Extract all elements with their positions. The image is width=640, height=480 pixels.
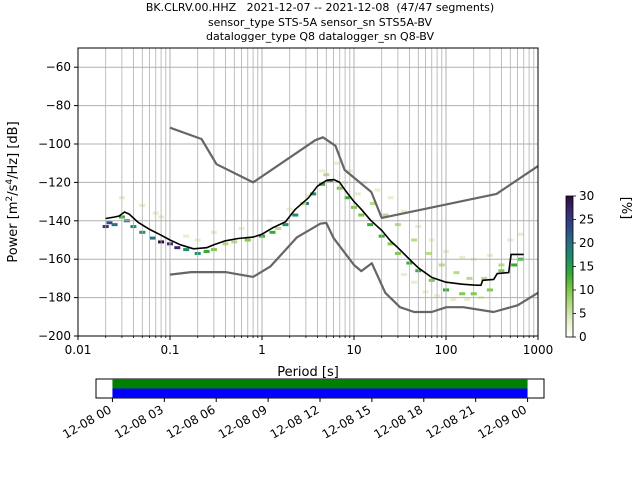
density-cell bbox=[382, 213, 389, 217]
x-tick-label: 0.01 bbox=[65, 343, 92, 357]
density-cell bbox=[517, 232, 524, 236]
timeline-tick-label: 12-08 21 bbox=[423, 402, 477, 441]
density-cell bbox=[453, 271, 460, 275]
density-cell bbox=[292, 213, 299, 217]
y-tick-label: −160 bbox=[38, 252, 71, 266]
colorbar-ticks: 0 5 10 15 20 25 30 bbox=[573, 189, 594, 344]
density-cell bbox=[459, 255, 466, 259]
density-cell bbox=[374, 188, 381, 192]
colorbar-tick-label: 0 bbox=[579, 330, 587, 344]
density-cell bbox=[149, 236, 156, 240]
density-cell bbox=[344, 196, 351, 200]
mode-line bbox=[105, 178, 524, 287]
colorbar-tick-label: 30 bbox=[579, 189, 594, 203]
x-axis-label: Period [s] bbox=[277, 365, 339, 380]
density-cell bbox=[319, 169, 326, 173]
plot-frame bbox=[77, 47, 539, 337]
noise-model-low-line bbox=[169, 221, 539, 314]
y-tick-label: −100 bbox=[38, 137, 71, 151]
timeline-tick-label: 12-08 06 bbox=[164, 402, 218, 441]
density-cell bbox=[183, 248, 190, 252]
series-lines bbox=[105, 126, 539, 314]
density-cell bbox=[111, 223, 118, 227]
density-cell bbox=[481, 276, 488, 280]
timeline-tick-label: 12-08 15 bbox=[320, 402, 374, 441]
density-cell bbox=[275, 226, 282, 230]
grid-lines bbox=[77, 48, 538, 337]
timeline-tick-label: 12-08 12 bbox=[268, 402, 322, 441]
y-tick-label: −60 bbox=[46, 60, 71, 74]
plot-title-line-1: BK.CLRV.00.HHZ 2021-12-07 -- 2021-12-08 … bbox=[145, 1, 495, 14]
density-cell bbox=[106, 221, 113, 225]
x-tick-label: 1000 bbox=[523, 343, 554, 357]
timeline-segment bbox=[112, 379, 528, 389]
x-tick-label: 100 bbox=[435, 343, 458, 357]
x-ticks: 0.01 0.1 1 10 100 1000 bbox=[65, 336, 554, 357]
timeline-tick-label: 12-08 03 bbox=[112, 402, 166, 441]
density-cell bbox=[269, 230, 276, 234]
timeline-segment bbox=[112, 388, 528, 398]
y-tick-label: −80 bbox=[46, 99, 71, 113]
density-cell bbox=[319, 182, 326, 186]
density-cell bbox=[387, 196, 394, 200]
colorbar-tick-label: 5 bbox=[579, 307, 587, 321]
density-cell bbox=[174, 246, 181, 250]
density-cell bbox=[411, 238, 418, 242]
density-cell bbox=[203, 250, 210, 254]
density-cell bbox=[333, 161, 340, 165]
plot-title-line-3: datalogger_type Q8 datalogger_sn Q8-BV bbox=[205, 30, 435, 43]
density-cell bbox=[511, 263, 518, 267]
density-cell bbox=[401, 209, 408, 213]
density-cell bbox=[425, 251, 432, 255]
y-ticks: −200 −180 −160 −140 −120 −100 −80 −60 bbox=[38, 60, 78, 343]
density-cell bbox=[183, 234, 190, 238]
density-cell bbox=[369, 202, 376, 206]
timeline-tick-label: 12-08 18 bbox=[372, 402, 426, 441]
y-axis-label: Power [m2/s4/Hz] [dB] bbox=[5, 121, 21, 262]
timeline-tick-label: 12-08 09 bbox=[216, 402, 270, 441]
colorbar-tick-label: 20 bbox=[579, 236, 594, 250]
y-tick-label: −200 bbox=[38, 329, 71, 343]
density-cell bbox=[411, 280, 418, 284]
plot-title-line-2: sensor_type STS-5A sensor_sn STS5A-BV bbox=[207, 16, 433, 29]
x-tick-label: 10 bbox=[346, 343, 361, 357]
density-cell bbox=[305, 194, 312, 198]
y-tick-label: −120 bbox=[38, 175, 71, 189]
density-cell bbox=[358, 213, 365, 217]
timeline-tick-label: 12-09 00 bbox=[475, 402, 529, 441]
y-tick-label: −180 bbox=[38, 291, 71, 305]
colorbar-tick-label: 10 bbox=[579, 283, 594, 297]
density-cell bbox=[354, 192, 361, 196]
colorbar bbox=[565, 195, 574, 338]
density-cell bbox=[466, 276, 473, 280]
y-tick-label: −140 bbox=[38, 214, 71, 228]
density-cell bbox=[387, 242, 394, 246]
x-tick-label: 1 bbox=[258, 343, 266, 357]
density-cell bbox=[450, 298, 457, 302]
density-cell bbox=[282, 223, 289, 227]
noise-model-high-line bbox=[169, 126, 539, 219]
density-cell bbox=[401, 273, 408, 277]
x-tick-label: 0.1 bbox=[160, 343, 179, 357]
colorbar-tick-label: 15 bbox=[579, 260, 594, 274]
density-cell bbox=[367, 223, 374, 227]
density-cell bbox=[310, 192, 317, 196]
colorbar-label: [%] bbox=[618, 197, 633, 220]
timeline-tick-label: 12-08 00 bbox=[60, 402, 114, 441]
density-cell bbox=[464, 298, 471, 302]
colorbar-tick-label: 25 bbox=[579, 213, 594, 227]
density-cell bbox=[459, 292, 466, 296]
